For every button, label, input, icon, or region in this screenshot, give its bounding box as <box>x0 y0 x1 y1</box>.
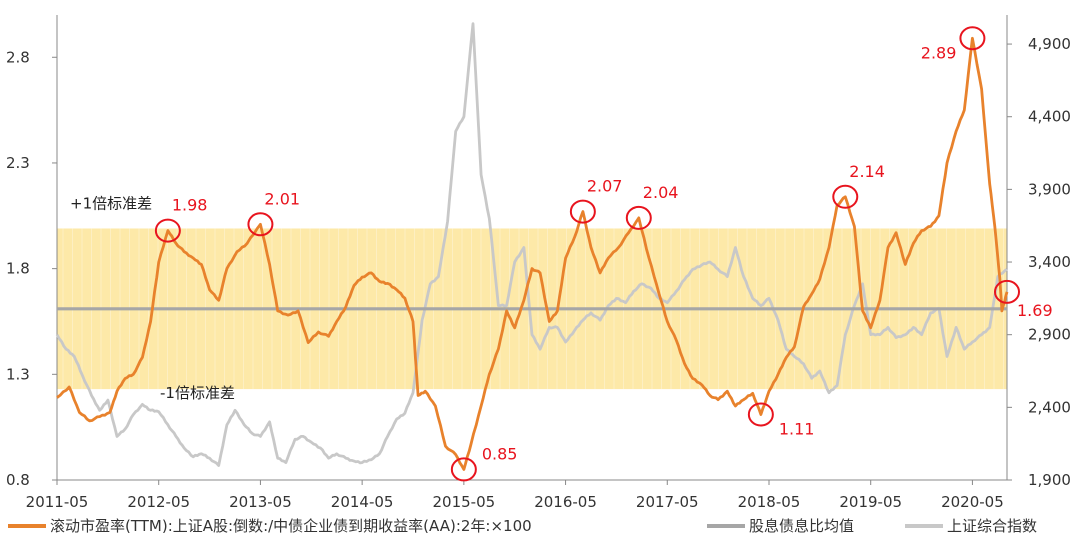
right-y-tick-label: 3,400 <box>1028 253 1071 271</box>
right-y-tick-label: 1,900 <box>1028 471 1071 489</box>
left-y-tick-label: 1.3 <box>6 365 30 383</box>
annotation-label: 2.04 <box>643 183 679 202</box>
right-y-tick-label: 3,900 <box>1028 180 1071 198</box>
upper-band-label: +1倍标准差 <box>70 194 152 212</box>
x-tick-label: 2014-05 <box>331 493 394 511</box>
legend-label-index: 上证综合指数 <box>947 517 1037 535</box>
series-layer <box>55 22 1009 471</box>
annotation-circle <box>450 457 477 482</box>
left-y-tick-label: 0.8 <box>6 471 30 489</box>
annotation-label: 1.69 <box>1017 301 1053 320</box>
x-tick-label: 2017-05 <box>636 493 699 511</box>
annotation-label: 2.89 <box>921 43 957 62</box>
annotation-label: 0.85 <box>482 444 518 463</box>
x-tick-label: 2011-05 <box>26 493 89 511</box>
x-tick-label: 2018-05 <box>738 493 801 511</box>
left-y-tick-label: 2.3 <box>6 154 30 172</box>
axes: 0.8 1.3 1.8 2.3 2.8 1,900 2,400 2,900 3,400 3,900… <box>6 15 1071 511</box>
legend-label-ratio: 滚动市盈率(TTM):上证A股:倒数:/中债企业债到期收益率(AA):2年:×1… <box>50 517 532 535</box>
annotation-circle <box>625 205 652 230</box>
annotation-label: 2.07 <box>587 177 623 196</box>
right-y-tick-label: 2,400 <box>1028 398 1071 416</box>
right-y-tick-label: 4,400 <box>1028 108 1071 126</box>
annotation-label: 2.14 <box>849 162 885 181</box>
x-tick-label: 2015-05 <box>433 493 496 511</box>
annotation-circle <box>154 218 181 243</box>
legend: 滚动市盈率(TTM):上证A股:倒数:/中债企业债到期收益率(AA):2年:×1… <box>8 517 1037 535</box>
right-y-tick-label: 2,900 <box>1028 326 1071 344</box>
annotation-label: 2.01 <box>264 189 300 208</box>
left-y-tick-label: 2.8 <box>6 48 30 66</box>
annotation-circle <box>747 402 774 427</box>
x-tick-label: 2012-05 <box>127 493 190 511</box>
annotation-label: 1.11 <box>779 419 815 438</box>
annotation-circle <box>247 212 274 237</box>
x-tick-label: 2020-05 <box>941 493 1004 511</box>
annotation-circle <box>994 279 1020 304</box>
annotation-circle <box>832 184 859 209</box>
series-line-ratio <box>56 36 1009 471</box>
annotation-layer: 1.98 2.01 0.85 2.07 2.04 1.11 2.14 2.89 1.69 <box>154 26 1053 482</box>
x-tick-label: 2013-05 <box>229 493 292 511</box>
lower-band-label: -1倍标准差 <box>160 384 235 402</box>
series-line-index <box>55 22 1008 467</box>
legend-label-mean: 股息债息比均值 <box>749 517 854 535</box>
annotation-circle <box>959 26 986 51</box>
left-y-tick-label: 1.8 <box>6 260 30 278</box>
annotation-label: 1.98 <box>172 196 208 215</box>
x-tick-label: 2019-05 <box>839 493 902 511</box>
x-tick-label: 2016-05 <box>534 493 597 511</box>
annotation-circle <box>569 199 596 224</box>
right-y-tick-label: 4,900 <box>1028 35 1071 53</box>
